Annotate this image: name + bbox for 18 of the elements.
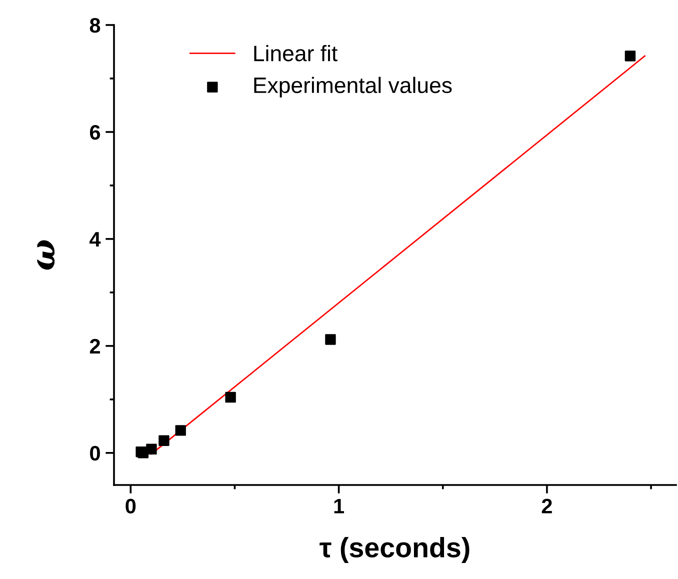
y-axis-title: ω <box>37 240 55 270</box>
legend-label: Linear fit <box>254 45 338 62</box>
point <box>158 435 170 446</box>
y-tick-label: 6 <box>90 124 100 140</box>
y-tick-label: 2 <box>90 338 100 354</box>
point <box>225 392 236 403</box>
point <box>146 444 157 455</box>
point <box>624 50 636 62</box>
legend-label: Experimental values <box>254 76 452 98</box>
point <box>325 334 336 345</box>
x-tick-label: 0 <box>126 498 136 514</box>
point <box>175 425 186 436</box>
x-axis-title: τ (seconds) <box>320 537 470 563</box>
x-tick-label: 2 <box>542 498 552 514</box>
y-tick-label: 4 <box>90 232 101 246</box>
x-tick-label: 1 <box>334 498 344 514</box>
y-tick-label: 8 <box>90 18 100 33</box>
y-tick-label: 0 <box>90 446 100 461</box>
